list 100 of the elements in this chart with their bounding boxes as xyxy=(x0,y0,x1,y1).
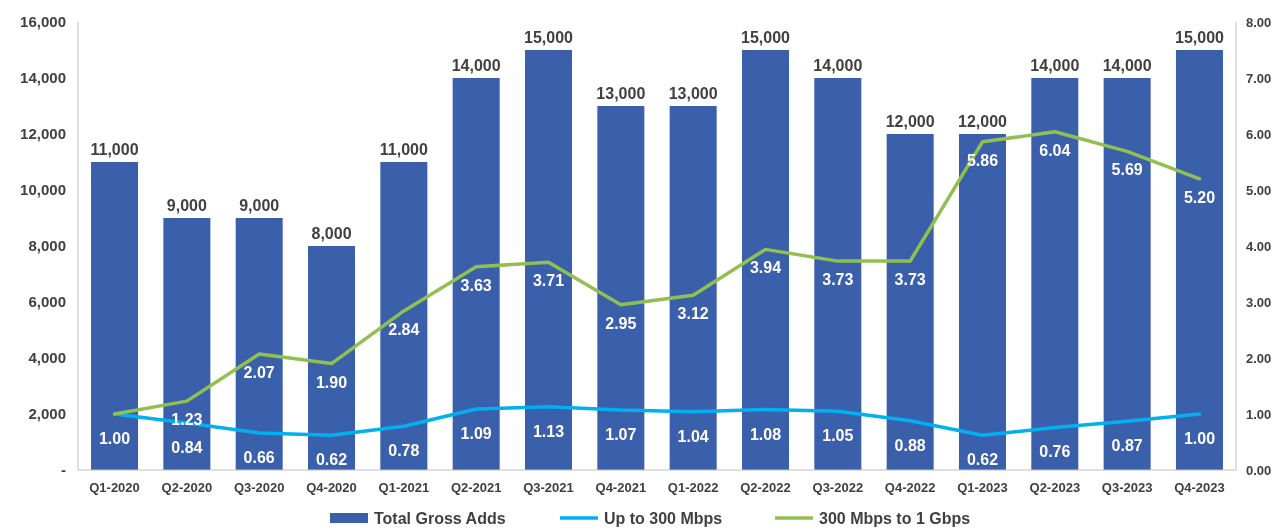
data-label: 0.84 xyxy=(171,438,203,456)
data-label: 0.62 xyxy=(966,451,999,469)
data-label: 0.87 xyxy=(1111,437,1143,455)
x-tick-label: Q4-2022 xyxy=(884,480,936,495)
y-tick-label: 2,000 xyxy=(28,405,66,423)
data-label: 11,000 xyxy=(90,141,139,158)
y-tick-label: 4,000 xyxy=(28,349,66,367)
y-tick-label: 6,000 xyxy=(28,293,66,311)
legend-label: Up to 300 Mbps xyxy=(604,509,723,527)
y2-tick-label: 2.00 xyxy=(1246,350,1272,366)
y-tick-label: 12,000 xyxy=(20,125,66,143)
data-label: 5.69 xyxy=(1111,161,1143,179)
data-label: 3.73 xyxy=(822,271,854,289)
y2-tick-label: 7.00 xyxy=(1246,70,1272,86)
data-label: 3.71 xyxy=(532,272,565,290)
data-label: 0.62 xyxy=(315,451,348,469)
bar xyxy=(597,106,645,470)
bar xyxy=(235,218,283,470)
data-label: 14,000 xyxy=(813,57,863,74)
x-tick-label: Q4-2021 xyxy=(595,480,647,495)
data-label: 6.04 xyxy=(1039,141,1071,159)
y2-tick-label: 8.00 xyxy=(1246,14,1272,30)
x-tick-label: Q4-2020 xyxy=(306,480,357,495)
legend-label: 300 Mbps to 1 Gbps xyxy=(819,509,971,527)
data-label: 15,000 xyxy=(524,29,574,46)
data-label: 11,000 xyxy=(379,141,428,158)
data-label: 9,000 xyxy=(239,197,280,214)
bar xyxy=(308,246,356,470)
y2-tick-label: 1.00 xyxy=(1246,406,1272,422)
data-label: 2.07 xyxy=(243,364,275,382)
data-label: 3.94 xyxy=(749,259,782,277)
x-tick-label: Q2-2023 xyxy=(1029,480,1081,495)
data-label: 1.90 xyxy=(315,373,348,391)
data-label: 2.95 xyxy=(605,314,637,332)
x-tick-label: Q2-2021 xyxy=(450,480,502,495)
data-label: 14,000 xyxy=(451,57,501,74)
bar xyxy=(1103,78,1151,470)
data-label: 12,000 xyxy=(885,113,935,130)
x-tick-label: Q3-2022 xyxy=(812,480,864,495)
y2-tick-label: 4.00 xyxy=(1246,238,1272,254)
bar xyxy=(741,50,789,470)
bar xyxy=(91,162,139,470)
x-tick-label: Q3-2020 xyxy=(233,480,285,495)
x-tick-label: Q1-2021 xyxy=(378,480,430,495)
data-label: 1.13 xyxy=(532,422,565,440)
bar xyxy=(669,106,717,470)
data-label: 2.84 xyxy=(388,320,420,338)
x-tick-label: Q4-2023 xyxy=(1174,480,1225,495)
data-label: 1.08 xyxy=(749,425,782,443)
x-tick-label: Q2-2020 xyxy=(161,480,213,495)
data-label: 3.73 xyxy=(894,271,926,289)
data-label: 1.07 xyxy=(605,426,637,444)
data-label: 0.78 xyxy=(388,442,420,460)
bar xyxy=(1031,78,1079,470)
data-label: 0.88 xyxy=(894,436,926,454)
data-label: 15,000 xyxy=(741,29,791,46)
data-label: 1.04 xyxy=(677,427,709,445)
data-label: 15,000 xyxy=(1175,29,1225,46)
y2-tick-label: 0.00 xyxy=(1246,462,1272,478)
bar xyxy=(380,162,428,470)
data-label: 1.05 xyxy=(822,427,854,445)
y-tick-label: 10,000 xyxy=(20,181,66,199)
data-label: 14,000 xyxy=(1030,57,1080,74)
data-label: 12,000 xyxy=(958,113,1008,130)
bar xyxy=(163,218,211,470)
data-label: 3.63 xyxy=(460,276,492,294)
data-label: 3.12 xyxy=(677,305,709,323)
legend-label: Total Gross Adds xyxy=(374,509,506,527)
x-tick-label: Q1-2022 xyxy=(667,480,719,495)
data-label: 0.66 xyxy=(243,449,275,467)
y-tick-label: - xyxy=(61,461,66,479)
data-label: 1.00 xyxy=(98,430,131,447)
bar xyxy=(525,50,573,470)
bar xyxy=(886,134,934,470)
data-label: 5.86 xyxy=(966,151,999,169)
data-label: 13,000 xyxy=(668,85,718,102)
bar xyxy=(958,134,1006,470)
x-tick-label: Q2-2022 xyxy=(740,480,791,495)
x-tick-label: Q1-2020 xyxy=(89,480,140,495)
data-label: 9,000 xyxy=(166,197,207,214)
y2-tick-label: 3.00 xyxy=(1246,294,1272,310)
x-tick-label: Q3-2023 xyxy=(1101,480,1153,495)
y-tick-label: 16,000 xyxy=(20,13,66,31)
bar xyxy=(814,78,862,470)
y-tick-label: 14,000 xyxy=(20,69,66,87)
data-label: 5.20 xyxy=(1183,188,1216,206)
data-label: 1.09 xyxy=(460,424,492,442)
data-label: 13,000 xyxy=(596,85,646,102)
data-label: 14,000 xyxy=(1102,57,1152,74)
x-tick-label: Q1-2023 xyxy=(957,480,1008,495)
data-label: 1.23 xyxy=(171,411,203,429)
y-tick-label: 8,000 xyxy=(28,237,66,255)
y2-tick-label: 6.00 xyxy=(1246,126,1272,142)
x-tick-label: Q3-2021 xyxy=(523,480,574,495)
bar xyxy=(452,78,500,470)
data-label: 1.00 xyxy=(1183,430,1216,447)
y2-tick-label: 5.00 xyxy=(1246,182,1272,198)
data-label: 8,000 xyxy=(311,225,352,242)
data-label: 0.76 xyxy=(1039,443,1071,461)
bar xyxy=(1175,50,1223,470)
